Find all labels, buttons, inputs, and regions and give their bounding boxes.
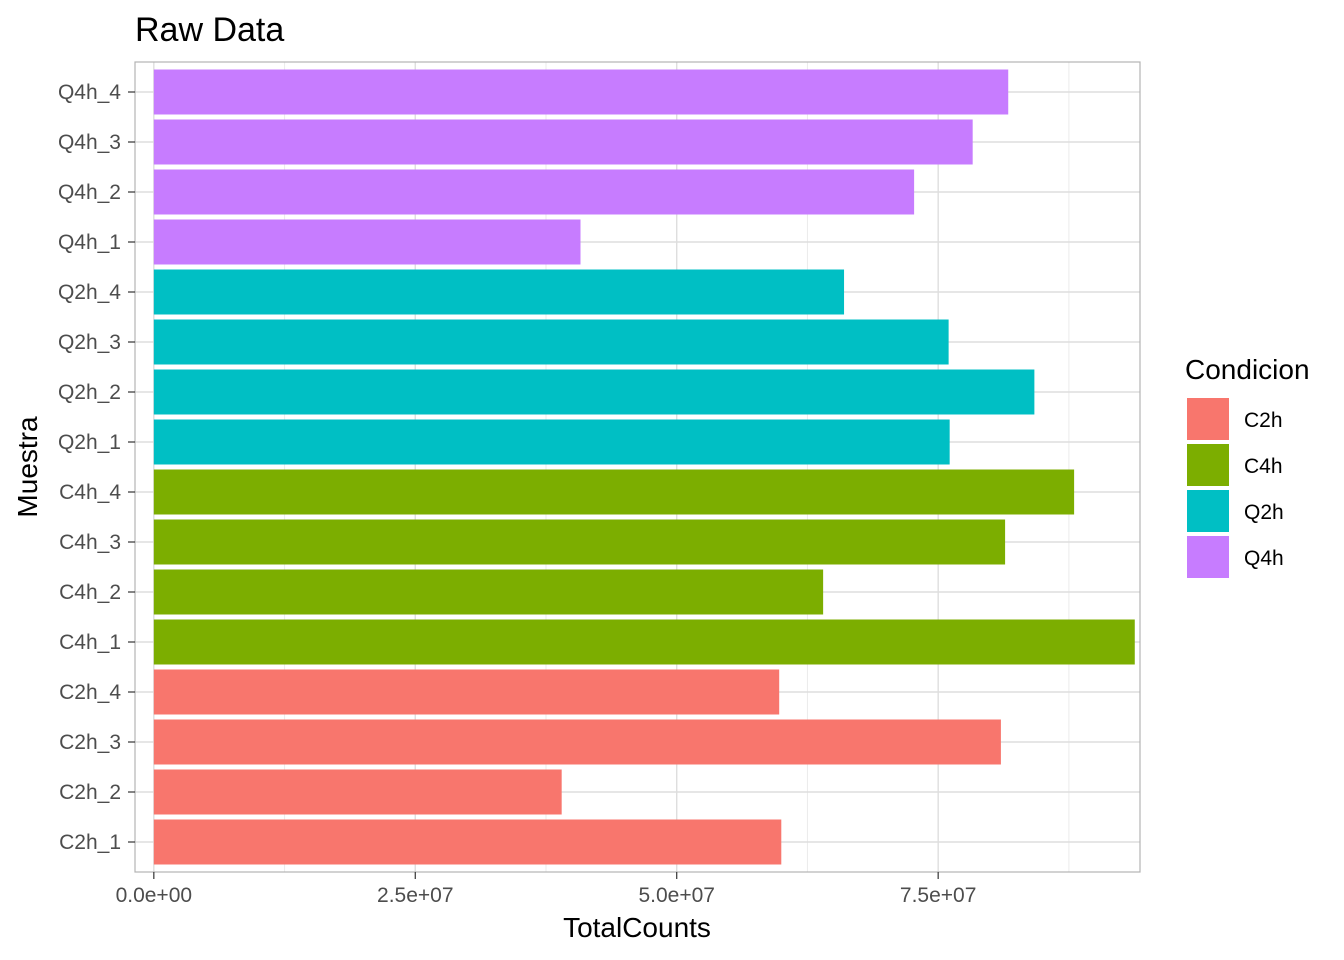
y-tick-label: Q4h_3 <box>58 131 121 154</box>
bar-q2h-3 <box>153 319 949 365</box>
bar-c2h-3 <box>153 719 1001 765</box>
legend-key-q4h <box>1187 536 1229 578</box>
legend-label-c4h: C4h <box>1244 455 1283 478</box>
y-tick-label: Q2h_4 <box>58 281 121 304</box>
legend-label-q4h: Q4h <box>1244 547 1284 570</box>
y-tick-label: Q2h_2 <box>58 381 121 404</box>
y-tick-label: C4h_1 <box>59 631 121 654</box>
bar-q2h-2 <box>153 369 1035 415</box>
bar-c2h-4 <box>153 669 780 715</box>
chart-title: Raw Data <box>135 11 284 49</box>
y-tick-label: C2h_4 <box>59 681 121 704</box>
y-tick-label: C2h_2 <box>59 781 121 804</box>
bar-c4h-3 <box>153 519 1006 565</box>
bar-q2h-4 <box>153 269 845 315</box>
plot-panel <box>134 61 1141 873</box>
bar-q4h-4 <box>153 69 1009 115</box>
bar-c2h-2 <box>153 769 562 815</box>
y-tick-label: Q2h_3 <box>58 331 121 354</box>
legend: Condicion C2h C4h Q2h Q4h <box>1185 354 1310 578</box>
x-tick-label: 2.5e+07 <box>377 884 454 907</box>
bar-c4h-1 <box>153 619 1135 665</box>
y-axis-title: Muestra <box>12 416 43 518</box>
legend-key-q2h <box>1187 490 1229 532</box>
y-tick-label: Q2h_1 <box>58 431 121 454</box>
bar-c2h-1 <box>153 819 782 865</box>
bar-q4h-3 <box>153 119 973 165</box>
panel-border <box>134 61 1141 873</box>
y-tick-label: Q4h_1 <box>58 231 121 254</box>
x-tick-label: 5.0e+07 <box>638 884 715 907</box>
y-tick-label: Q4h_2 <box>58 181 121 204</box>
y-tick-label: C4h_2 <box>59 581 121 604</box>
legend-key-c2h <box>1187 398 1229 440</box>
bar-q2h-1 <box>153 419 950 465</box>
x-tick-label: 0.0e+00 <box>116 884 193 907</box>
x-axis: 0.0e+00 2.5e+07 5.0e+07 7.5e+07 <box>116 872 977 907</box>
y-tick-label: Q4h_4 <box>58 81 121 104</box>
y-tick-label: C4h_3 <box>59 531 121 554</box>
bars <box>153 69 1135 865</box>
y-axis: C2h_1 C2h_2 C2h_3 C2h_4 C4h_1 C4h_2 C4h_3 C4h_4… <box>58 81 135 854</box>
x-tick-label: 7.5e+07 <box>900 884 977 907</box>
y-tick-label: C2h_1 <box>59 831 121 854</box>
bar-q4h-1 <box>153 219 581 265</box>
y-tick-label: C2h_3 <box>59 731 121 754</box>
bar-c4h-2 <box>153 569 824 615</box>
bar-c4h-4 <box>153 469 1075 515</box>
x-axis-title: TotalCounts <box>563 912 711 943</box>
y-tick-label: C4h_4 <box>59 481 121 504</box>
legend-label-q2h: Q2h <box>1244 501 1284 524</box>
legend-key-c4h <box>1187 444 1229 486</box>
bar-q4h-2 <box>153 169 915 215</box>
legend-label-c2h: C2h <box>1244 409 1283 432</box>
legend-title: Condicion <box>1185 354 1310 385</box>
legend-items: C2h C4h Q2h Q4h <box>1187 398 1284 578</box>
